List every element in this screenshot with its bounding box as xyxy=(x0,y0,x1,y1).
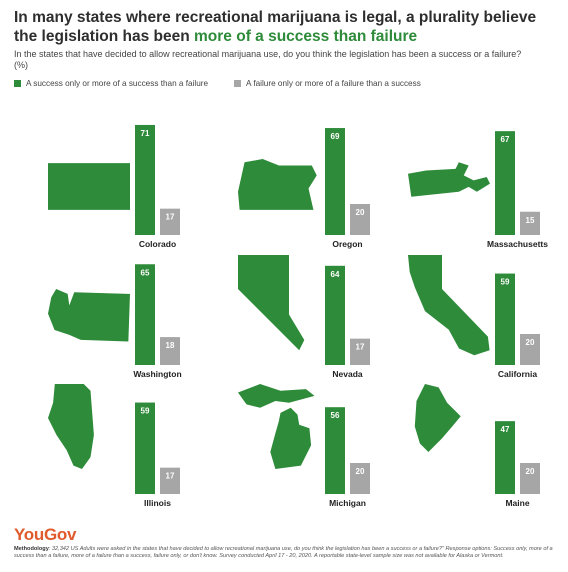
methodology-label: Methodology xyxy=(14,546,49,552)
bar-success xyxy=(325,407,345,494)
nevada-shape-icon xyxy=(238,255,305,351)
data-label-success: 71 xyxy=(141,129,150,138)
bar-failure xyxy=(520,334,540,365)
legend-swatch-failure xyxy=(234,80,242,87)
state-label: California xyxy=(498,369,537,379)
state-panel: 65 18 Washington xyxy=(48,264,182,379)
data-label-failure: 15 xyxy=(526,216,535,225)
chart-subtitle: In the states that have decided to allow… xyxy=(14,49,522,70)
data-label-success: 59 xyxy=(141,407,150,416)
illinois-shape-icon xyxy=(48,384,94,469)
methodology-text: : 32,342 US Adults were asked in the sta… xyxy=(14,546,553,559)
data-label-success: 69 xyxy=(331,132,340,141)
state-label: Maine xyxy=(505,498,529,508)
washington-shape-icon xyxy=(48,289,130,342)
legend-item-failure: A failure only or more of a failure than… xyxy=(234,79,421,88)
data-label-failure: 20 xyxy=(526,467,535,476)
bar-success xyxy=(495,421,515,494)
state-panel: 69 20 Oregon xyxy=(238,128,370,249)
data-label-failure: 20 xyxy=(526,338,535,347)
bar-failure xyxy=(160,208,180,235)
bar-failure xyxy=(160,337,180,365)
data-label-failure: 17 xyxy=(166,472,175,481)
legend: A success only or more of a success than… xyxy=(14,79,559,88)
bar-failure xyxy=(350,204,370,235)
state-label: Michigan xyxy=(329,498,366,508)
methodology-note: Methodology: 32,342 US Adults were asked… xyxy=(14,546,554,560)
colorado-shape-icon xyxy=(48,163,130,210)
footer: YouGov Methodology: 32,342 US Adults wer… xyxy=(14,526,559,560)
michigan-shape-icon xyxy=(238,384,315,469)
bar-failure xyxy=(160,467,180,494)
state-label: Illinois xyxy=(144,498,171,508)
data-label-failure: 17 xyxy=(166,213,175,222)
data-label-failure: 20 xyxy=(356,208,365,217)
massachusetts-shape-icon xyxy=(408,162,490,197)
bar-success xyxy=(325,128,345,235)
bar-failure xyxy=(350,463,370,494)
state-label: Oregon xyxy=(332,239,362,249)
state-panel: 47 20 Maine xyxy=(414,384,540,508)
state-label: Colorado xyxy=(139,239,176,249)
legend-swatch-success xyxy=(14,80,21,87)
data-label-failure: 17 xyxy=(356,343,365,352)
bar-success xyxy=(325,265,345,365)
state-panel: 59 17 Illinois xyxy=(48,384,180,508)
bar-failure xyxy=(520,211,540,235)
state-panel: 59 20 California xyxy=(408,255,540,379)
legend-label-success: A success only or more of a success than… xyxy=(26,79,209,88)
data-label-success: 47 xyxy=(501,425,510,434)
bar-success xyxy=(135,402,155,494)
title-accent-text: more of a success than failure xyxy=(194,28,418,45)
data-label-success: 65 xyxy=(141,268,150,277)
chart-header: In many states where recreational mariju… xyxy=(14,8,559,88)
california-shape-icon xyxy=(408,255,490,356)
bar-failure xyxy=(520,463,540,494)
chart-title: In many states where recreational mariju… xyxy=(14,8,559,46)
state-panel: 64 17 Nevada xyxy=(238,255,370,379)
legend-label-failure: A failure only or more of a failure than… xyxy=(246,79,421,88)
maine-shape-icon xyxy=(414,384,461,452)
state-panel: 71 17 Colorado xyxy=(48,124,180,249)
data-label-success: 56 xyxy=(331,411,340,420)
data-label-success: 64 xyxy=(331,270,340,279)
state-label: Nevada xyxy=(332,369,363,379)
data-label-success: 67 xyxy=(501,135,510,144)
bar-success xyxy=(495,273,515,365)
data-label-failure: 18 xyxy=(166,341,175,350)
data-label-success: 59 xyxy=(501,278,510,287)
state-label: Washington xyxy=(133,369,181,379)
data-label-failure: 20 xyxy=(356,467,365,476)
yougov-logo: YouGov xyxy=(14,525,77,544)
state-panel: 56 20 Michigan xyxy=(238,384,370,508)
bar-failure xyxy=(350,338,370,365)
oregon-shape-icon xyxy=(238,159,317,210)
bar-success xyxy=(135,124,155,235)
legend-item-success: A success only or more of a success than… xyxy=(14,79,208,88)
bar-success xyxy=(495,131,515,235)
title-main-text: In many states where recreational mariju… xyxy=(14,9,537,45)
state-panel: 67 15 Massachusetts xyxy=(408,131,548,249)
state-label: Massachusetts xyxy=(487,239,548,249)
bar-success xyxy=(135,264,155,365)
